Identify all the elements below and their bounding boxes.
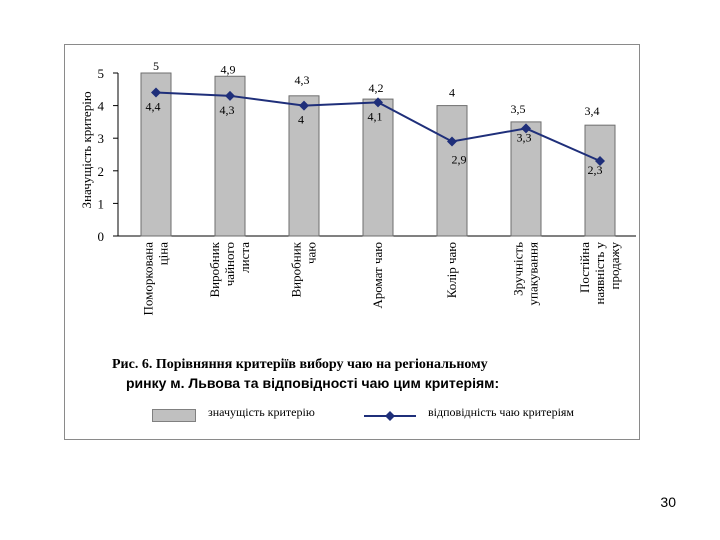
- y-tick-label: 0: [98, 229, 105, 244]
- x-category-label: упакування: [526, 242, 541, 306]
- line-point-marker: [373, 97, 383, 108]
- legend-line-label: відповідність чаю критеріям: [428, 405, 575, 419]
- x-category-label: чайного: [222, 242, 237, 286]
- bar-value-label: 3,4: [585, 104, 600, 118]
- x-category-label: чаю: [304, 242, 319, 264]
- figure-caption-line-2: ринку м. Львова та відповідності чаю цим…: [126, 375, 500, 391]
- x-category-label: Виробник: [207, 241, 222, 297]
- x-category-label: листа: [237, 242, 252, 273]
- line-point-marker: [225, 90, 235, 101]
- legend-line-swatch: [364, 411, 416, 421]
- bar: [436, 105, 468, 237]
- x-category-label: Колір чаю: [444, 242, 459, 299]
- x-category-label: Поморкована: [141, 242, 156, 316]
- bar: [584, 124, 616, 237]
- line-point-marker: [595, 156, 605, 167]
- legend-bar-label: значущість критерію: [208, 405, 315, 419]
- y-tick-label: 4: [98, 99, 105, 114]
- bar: [140, 72, 172, 237]
- legend-bar-swatch: [152, 409, 196, 422]
- page-number: 30: [660, 494, 676, 510]
- bar: [510, 121, 542, 237]
- x-category-label: Виробник: [289, 241, 304, 297]
- line-value-label: 4: [298, 113, 304, 127]
- bar-value-label: 4,2: [369, 81, 384, 95]
- line-value-label: 2,9: [452, 152, 467, 166]
- bar: [288, 95, 320, 237]
- bar-value-label: 4: [449, 86, 455, 100]
- figure-caption-line-1: Рис. 6. Порівняння критеріїв вибору чаю …: [112, 357, 488, 372]
- bar: [214, 75, 246, 237]
- chart: 0 1 2 3 4 5 Значущість критерію 5 4,9 4,3 4,2 4 3,5 3…: [79, 59, 636, 316]
- line-point-marker: [447, 136, 457, 147]
- y-tick-label: 2: [98, 164, 105, 179]
- line-point-marker: [299, 100, 309, 111]
- line-point-marker: [151, 87, 161, 98]
- x-category-label: Постійна: [577, 242, 592, 293]
- line-value-label: 2,3: [588, 163, 603, 177]
- x-category-label: наявність у: [592, 242, 607, 305]
- bar-value-label: 4,9: [221, 62, 236, 76]
- x-category-label: продажу: [607, 242, 622, 290]
- x-category-label: Зручність: [511, 242, 526, 296]
- line-value-label: 4,1: [368, 109, 383, 123]
- y-tick-label: 3: [98, 131, 105, 146]
- chart-frame: [64, 44, 640, 440]
- line-point-marker: [521, 123, 531, 134]
- bar-value-label: 3,5: [511, 102, 526, 116]
- x-category-label: ціна: [156, 242, 171, 266]
- y-axis-title: Значущість критерію: [79, 91, 94, 208]
- line-value-label: 4,3: [220, 103, 235, 117]
- line-value-label: 4,4: [146, 100, 161, 114]
- x-category-label: Аромат чаю: [370, 242, 385, 309]
- line-value-label: 3,3: [517, 130, 532, 144]
- bar-value-label: 4,3: [295, 73, 310, 87]
- y-tick-label: 1: [98, 196, 105, 211]
- bar-value-label: 5: [153, 59, 159, 73]
- y-tick-label: 5: [98, 66, 105, 81]
